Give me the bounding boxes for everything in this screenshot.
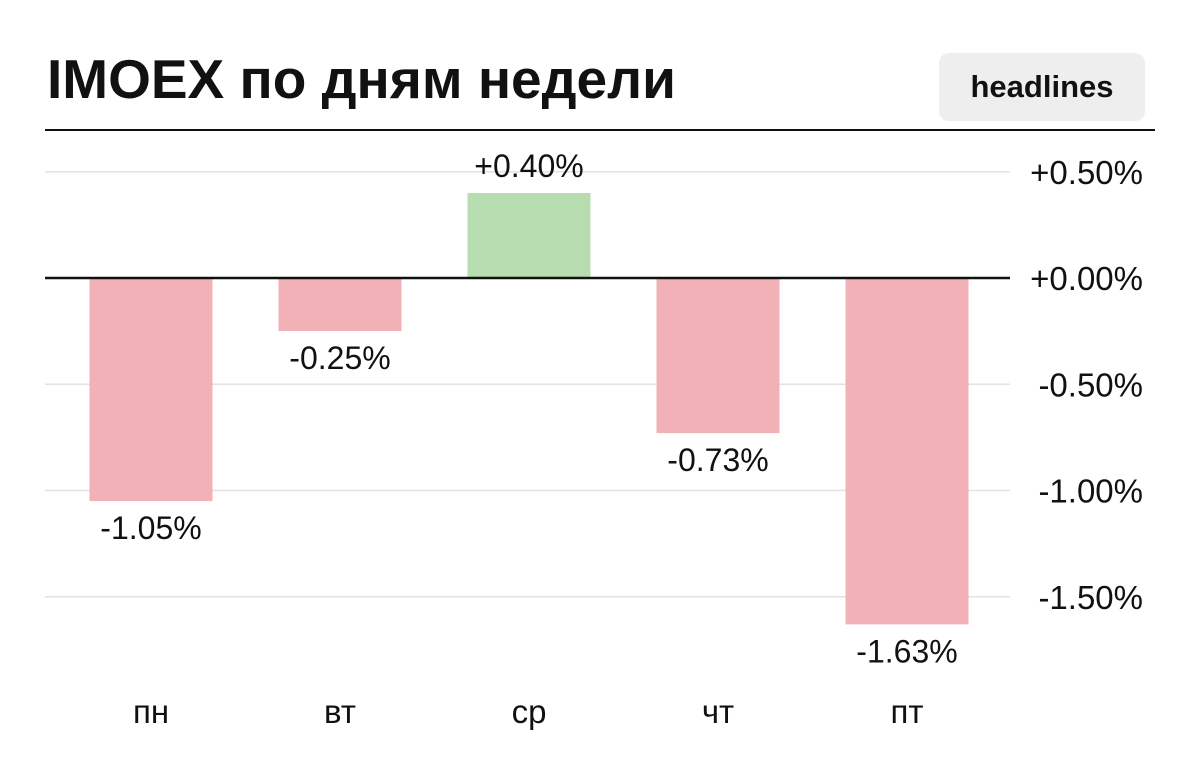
- data-label: +0.40%: [474, 148, 583, 184]
- x-tick-label: чт: [702, 693, 734, 730]
- x-tick-label: ср: [512, 693, 547, 730]
- x-axis: пн вт ср чт пт: [133, 693, 924, 730]
- y-tick-label: +0.50%: [1030, 154, 1143, 191]
- x-tick-label: пт: [891, 693, 924, 730]
- data-labels: -1.05% -0.25% +0.40% -0.73% -1.63%: [100, 148, 957, 669]
- x-tick-label: вт: [324, 693, 356, 730]
- chart-header: IMOEX по дням недели headlines: [45, 0, 1155, 131]
- chart-title: IMOEX по дням недели: [47, 48, 676, 110]
- bar-чт: [656, 278, 780, 434]
- bar-пн: [89, 278, 213, 502]
- y-axis: +0.50% +0.00% -0.50% -1.00% -1.50%: [1030, 154, 1143, 616]
- bars: [89, 193, 969, 625]
- data-label: -1.63%: [856, 633, 957, 669]
- y-tick-label: -1.50%: [1038, 579, 1143, 616]
- bar-ср: [467, 193, 591, 278]
- data-label: -0.73%: [667, 442, 768, 478]
- bar-пт: [845, 278, 969, 625]
- bar-вт: [278, 278, 402, 332]
- data-label: -1.05%: [100, 510, 201, 546]
- data-label: -0.25%: [289, 340, 390, 376]
- y-tick-label: -1.00%: [1038, 473, 1143, 510]
- headlines-badge: headlines: [939, 53, 1145, 121]
- y-tick-label: +0.00%: [1030, 260, 1143, 297]
- x-tick-label: пн: [133, 693, 169, 730]
- y-tick-label: -0.50%: [1038, 366, 1143, 403]
